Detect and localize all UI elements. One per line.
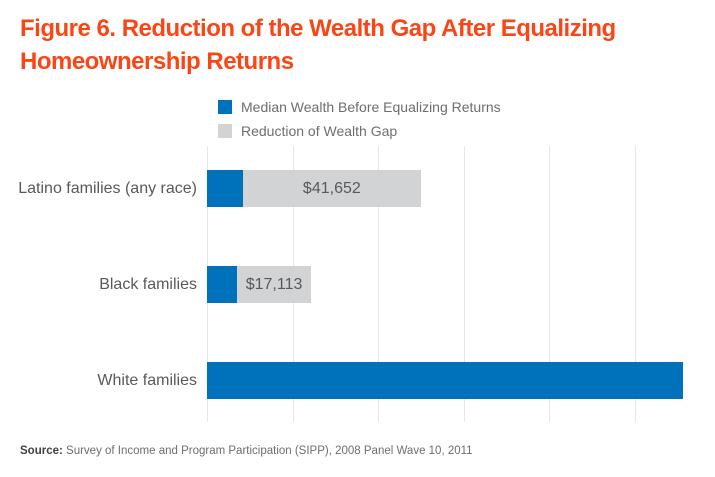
figure-title-line1: Figure 6. Reduction of the Wealth Gap Af… (20, 15, 616, 42)
bar-row: $41,652 (207, 170, 421, 207)
bar-row (207, 362, 683, 399)
legend-item-median-wealth: Median Wealth Before Equalizing Returns (218, 95, 501, 119)
bar-value-label: $41,652 (302, 179, 361, 197)
gridline (464, 146, 465, 422)
category-label: Latino families (any race) (18, 180, 197, 197)
plot-area: $41,652 $17,113 (207, 146, 712, 422)
category-label: White families (97, 372, 197, 389)
figure-title-line2: Homeownership Returns (20, 48, 294, 75)
wealth-gap-chart: $41,652 $17,113 Latino families (any race… (0, 146, 715, 422)
bar-segment-median-wealth (207, 266, 238, 303)
legend-swatch-blue (218, 100, 232, 114)
bar-value-label: $17,113 (245, 275, 303, 293)
legend-item-reduction: Reduction of Wealth Gap (218, 119, 501, 143)
legend-swatch-gray (218, 124, 232, 138)
chart-legend: Median Wealth Before Equalizing Returns … (218, 95, 501, 143)
bar-row: $17,113 (207, 266, 311, 303)
bar-segment-median-wealth (207, 362, 683, 399)
bar-segment-reduction: $41,652 (242, 170, 421, 207)
figure-title: Figure 6. Reduction of the Wealth Gap Af… (20, 12, 616, 78)
gridline (549, 146, 550, 422)
source-note: Source: Survey of Income and Program Par… (20, 445, 473, 457)
category-label: Black families (99, 276, 197, 293)
gridline (378, 146, 379, 422)
bar-segment-reduction: $17,113 (237, 266, 311, 303)
legend-label-reduction: Reduction of Wealth Gap (241, 123, 398, 139)
bar-segment-median-wealth (207, 170, 243, 207)
gridline (635, 146, 636, 422)
source-text: Survey of Income and Program Participati… (62, 445, 473, 457)
source-prefix: Source: (20, 445, 63, 457)
legend-label-median-wealth: Median Wealth Before Equalizing Returns (241, 99, 501, 115)
